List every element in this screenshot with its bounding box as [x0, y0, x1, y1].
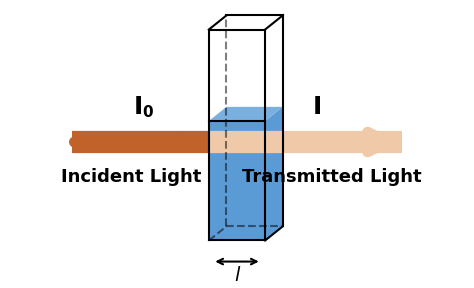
Text: Transmitted Light: Transmitted Light — [242, 168, 422, 186]
Polygon shape — [209, 16, 283, 29]
Text: 0: 0 — [142, 105, 153, 120]
Polygon shape — [209, 107, 283, 121]
Bar — [209, 121, 265, 240]
Text: Incident Light: Incident Light — [61, 168, 202, 186]
Polygon shape — [265, 16, 283, 121]
Polygon shape — [265, 107, 283, 240]
Text: I: I — [313, 95, 322, 119]
Bar — [209, 29, 265, 240]
Text: I: I — [134, 95, 143, 119]
Text: l: l — [234, 266, 240, 285]
